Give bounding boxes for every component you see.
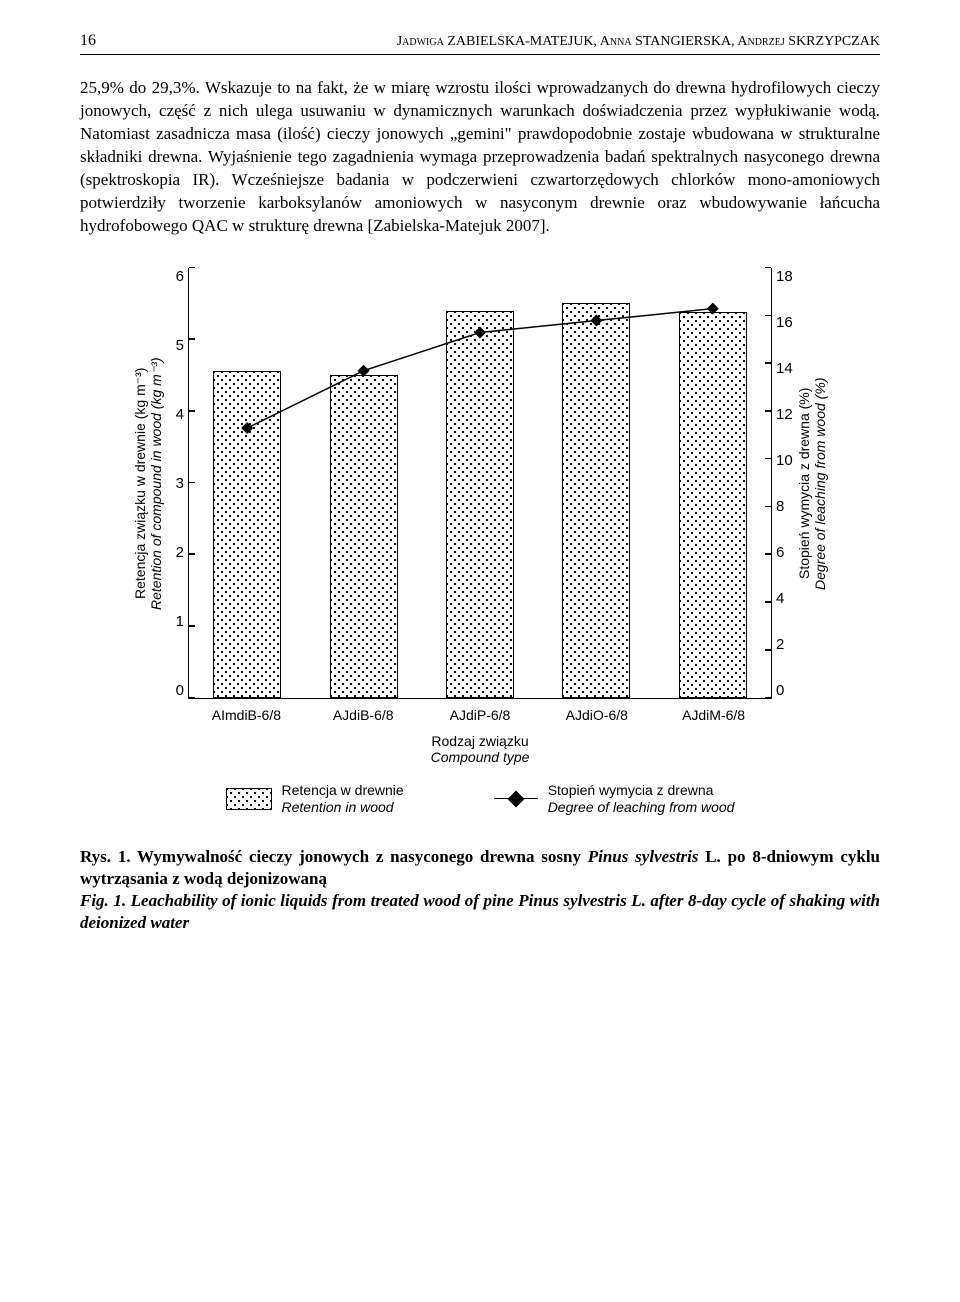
legend: Retencja w drewnie Retention in wood Sto… [130, 782, 830, 816]
bars-container [189, 268, 771, 698]
legend-line-main: Stopień wymycia z drewna [548, 782, 714, 798]
y-right-ticks: 181614121086420 [772, 268, 794, 699]
figure-1-chart: Retencja związku w drewnie (kg m⁻³) Rete… [130, 268, 830, 816]
bar-AImdiB-6/8 [213, 371, 281, 697]
figure-caption: Rys. 1. Wymywalność cieczy jonowych z na… [80, 846, 880, 934]
y-right-label-main: Stopień wymycia z drewna (%) [796, 387, 812, 578]
y-right-label-it: Degree of leaching from wood (%) [812, 377, 828, 589]
legend-bar-swatch [226, 788, 272, 810]
x-label-it: Compound type [431, 749, 530, 765]
x-category: AJdiP-6/8 [422, 699, 539, 723]
plot-area [188, 268, 772, 699]
y-left-label-it: Retention of compound in wood (kg m⁻³) [148, 357, 164, 610]
x-label-main: Rodzaj związku [431, 733, 528, 749]
bar-AJdiM-6/8 [679, 312, 747, 698]
legend-line-swatch [494, 789, 538, 809]
x-category: AImdiB-6/8 [188, 699, 305, 723]
legend-bar-it: Retention in wood [282, 799, 394, 815]
legend-bar: Retencja w drewnie Retention in wood [226, 782, 404, 816]
header-authors: Jadwiga ZABIELSKA-MATEJUK, Anna STANGIER… [397, 34, 880, 50]
body-paragraph: 25,9% do 29,3%. Wskazuje to na fakt, że … [80, 77, 880, 238]
y-right-axis-label: Stopień wymycia z drewna (%) Degree of l… [794, 268, 830, 699]
bar-AJdiP-6/8 [446, 311, 514, 698]
caption-en: Fig. 1. Leachability of ionic liquids fr… [80, 891, 880, 932]
y-left-label-main: Retencja związku w drewnie (kg m⁻³) [132, 367, 148, 598]
caption-pl-1: Rys. 1. Wymywalność cieczy jonowych z na… [80, 847, 588, 866]
running-header: 16 Jadwiga ZABIELSKA-MATEJUK, Anna STANG… [80, 32, 880, 55]
page-number: 16 [80, 32, 96, 50]
bar-AJdiB-6/8 [330, 375, 398, 698]
legend-line-it: Degree of leaching from wood [548, 799, 735, 815]
caption-species: Pinus sylvestris [588, 847, 699, 866]
x-categories: AImdiB-6/8AJdiB-6/8AJdiP-6/8AJdiO-6/8AJd… [188, 699, 772, 723]
x-category: AJdiM-6/8 [655, 699, 772, 723]
x-category: AJdiO-6/8 [538, 699, 655, 723]
x-axis-label: Rodzaj związku Compound type [130, 733, 830, 767]
legend-line: Stopień wymycia z drewna Degree of leach… [494, 782, 735, 816]
bar-AJdiO-6/8 [562, 303, 630, 697]
legend-bar-main: Retencja w drewnie [282, 782, 404, 798]
y-left-ticks: 6543210 [166, 268, 188, 699]
x-category: AJdiB-6/8 [305, 699, 422, 723]
y-left-axis-label: Retencja związku w drewnie (kg m⁻³) Rete… [130, 268, 166, 699]
